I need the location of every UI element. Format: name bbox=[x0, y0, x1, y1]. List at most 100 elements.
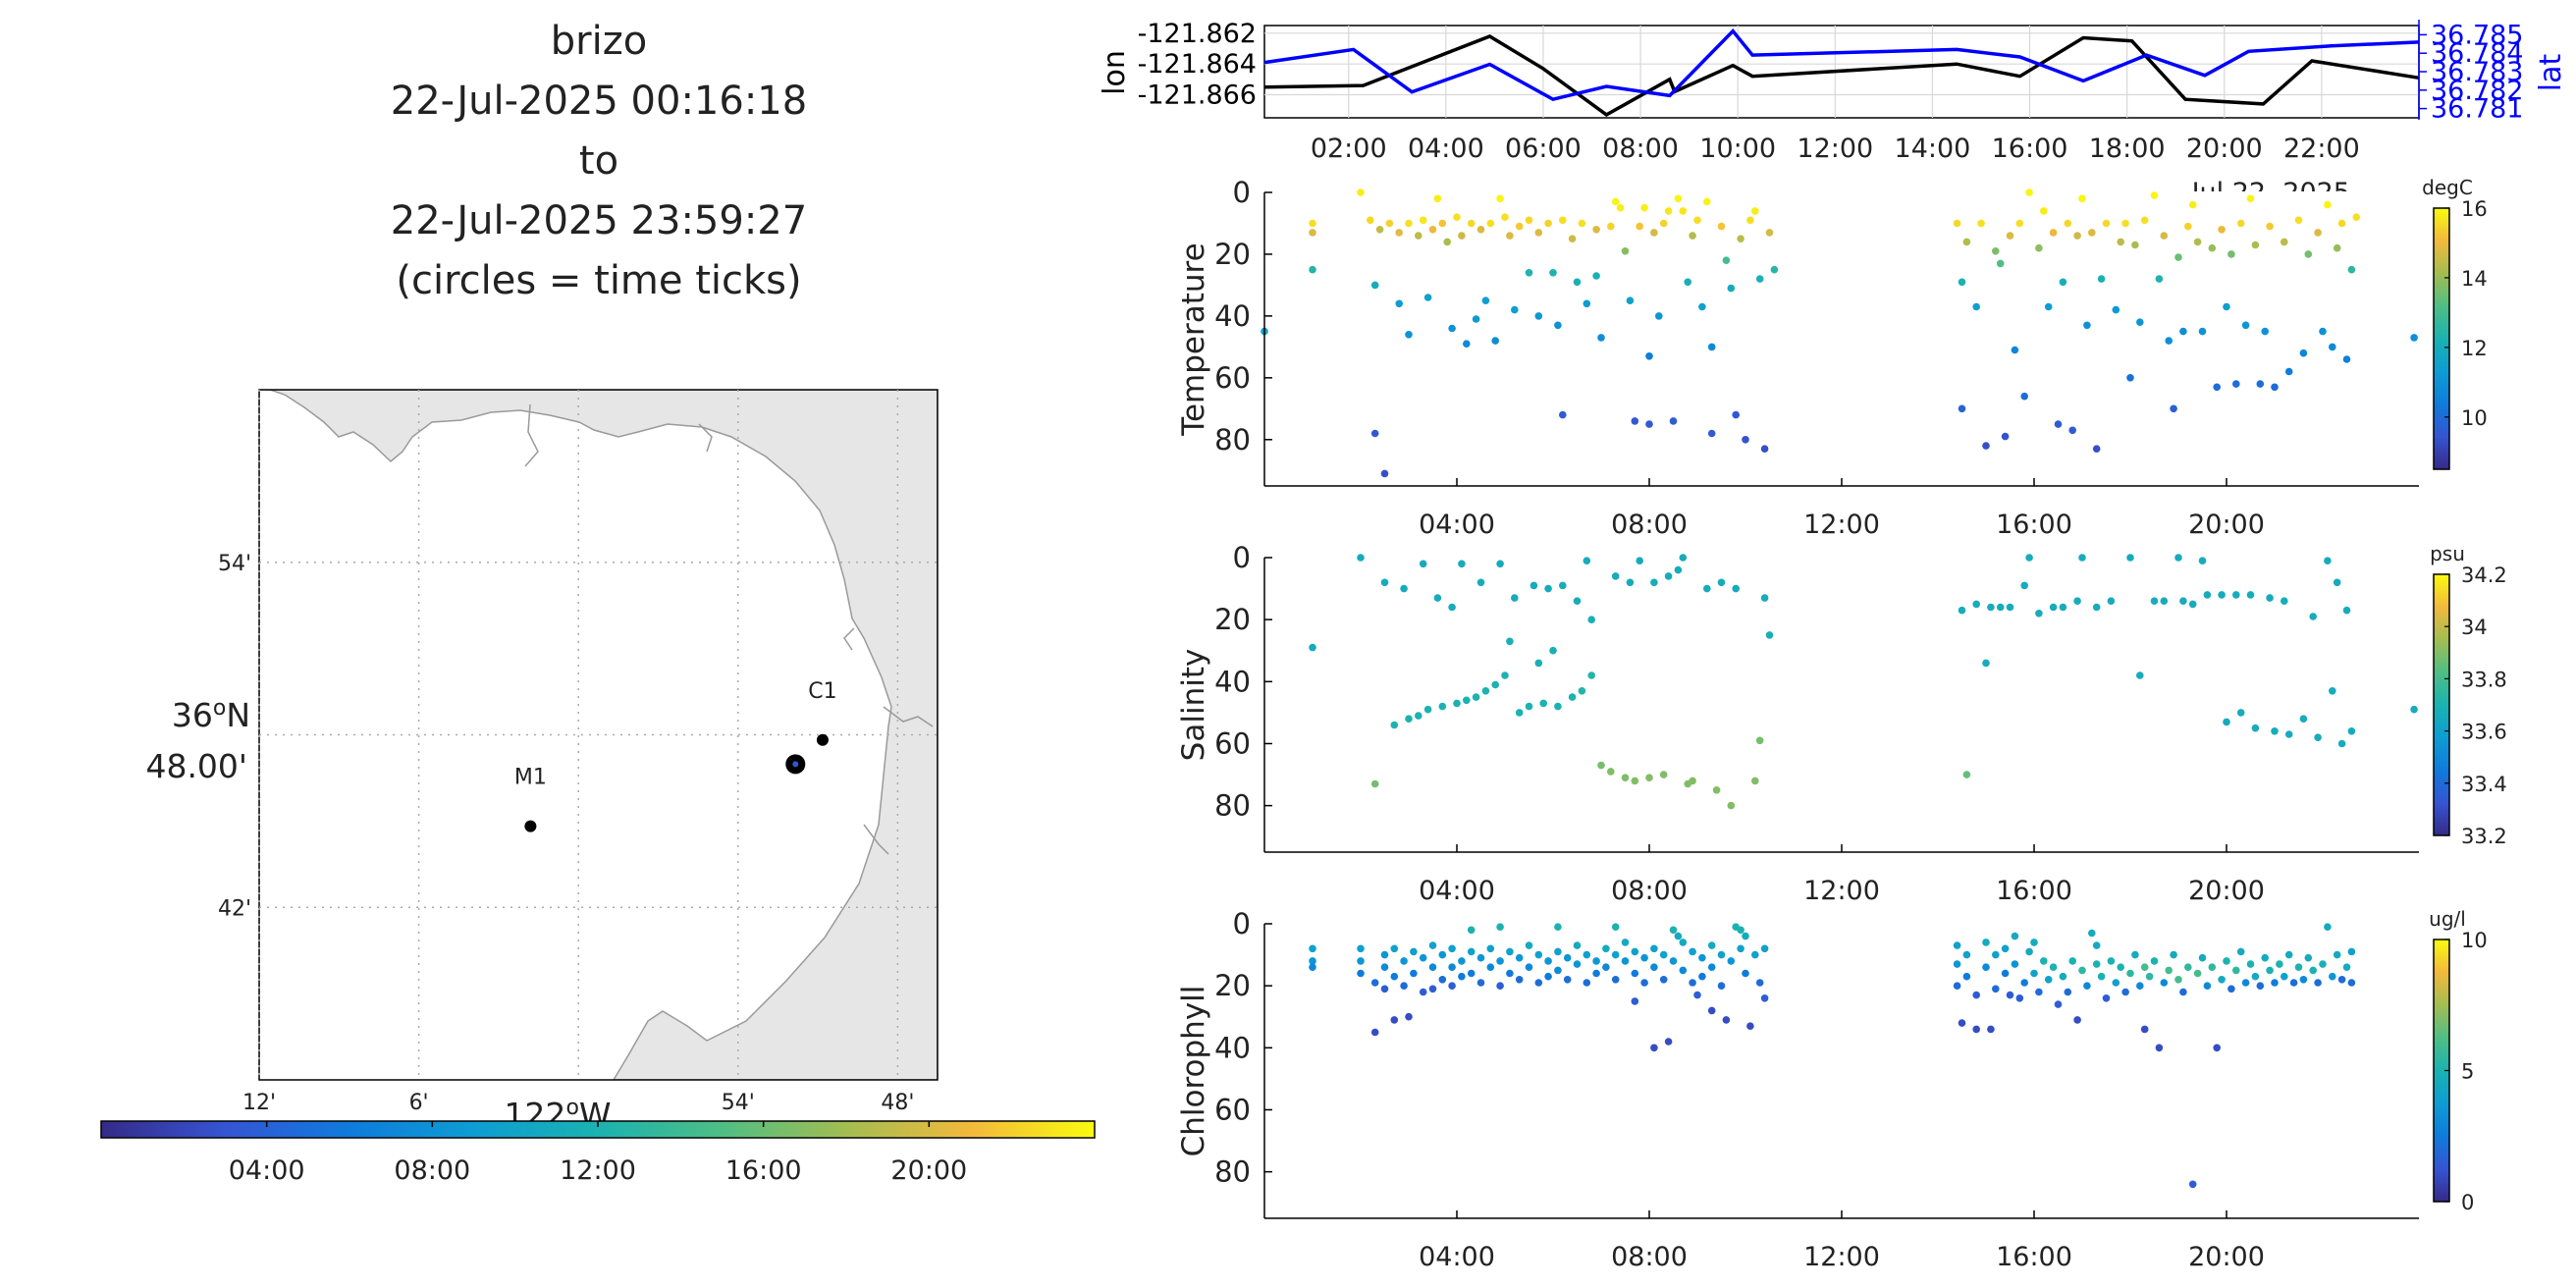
salinity-point bbox=[1631, 777, 1639, 785]
temperature-point bbox=[1977, 219, 1985, 228]
temperature-point bbox=[2236, 219, 2245, 228]
temperature-point bbox=[2246, 194, 2255, 203]
chlorophyll-point bbox=[1390, 1016, 1399, 1024]
chlorophyll-point bbox=[2117, 963, 2124, 971]
temperature-y-tick-label: 20 bbox=[1214, 238, 1251, 271]
chlorophyll-point bbox=[1309, 963, 1316, 971]
salinity-point bbox=[2049, 603, 2058, 612]
chlorophyll-point bbox=[1669, 926, 1678, 935]
chlorophyll-point bbox=[1563, 953, 1572, 962]
temperature-point bbox=[2121, 219, 2129, 228]
salinity-point bbox=[1597, 761, 1605, 770]
salinity-point bbox=[2246, 591, 2255, 599]
figure-title: brizo 22-Jul-2025 00:16:18 to 22-Jul-202… bbox=[324, 12, 874, 311]
chlorophyll-point bbox=[2271, 979, 2279, 987]
chlorophyll-point bbox=[2227, 985, 2235, 993]
salinity-point bbox=[1433, 594, 1442, 602]
salinity-panel: 0 20 40 60 80 04:00 08:00 12:00 16:00 20:00 Salini… bbox=[1176, 541, 2507, 906]
chlorophyll-point bbox=[1428, 985, 1437, 993]
lon-lat-x-tick-label: 14:00 bbox=[1895, 134, 1971, 164]
temperature-point bbox=[2281, 238, 2288, 246]
map-ylabel-min: 48.00' bbox=[145, 747, 247, 785]
temperature-point bbox=[2337, 219, 2346, 228]
salinity-point bbox=[2324, 557, 2332, 564]
temperature-point bbox=[2198, 327, 2207, 336]
title-line-caption: (circles = time ticks) bbox=[396, 258, 802, 303]
chlorophyll-point bbox=[2011, 932, 2019, 940]
temperature-point bbox=[2284, 367, 2293, 376]
temperature-point bbox=[1559, 410, 1567, 419]
temperature-point bbox=[1621, 247, 1630, 255]
temperature-point bbox=[1679, 207, 1688, 215]
temperature-point bbox=[1953, 219, 1961, 228]
chlorophyll-point bbox=[2256, 982, 2265, 990]
salinity-point bbox=[2020, 581, 2028, 590]
temperature-point bbox=[2126, 374, 2134, 382]
salinity-point bbox=[1463, 696, 1471, 705]
temperature-point bbox=[2208, 243, 2217, 252]
chlorophyll-point bbox=[2276, 960, 2283, 968]
temperature-point bbox=[1501, 213, 1509, 221]
salinity-point bbox=[1583, 557, 1591, 564]
chlorophyll-point bbox=[2040, 957, 2048, 965]
chlorophyll-point bbox=[1698, 972, 1706, 981]
chlorophyll-point bbox=[2314, 979, 2322, 987]
chlorophyll-point bbox=[1664, 1038, 1673, 1046]
chlorophyll-point bbox=[2049, 963, 2058, 971]
chlorophyll-point bbox=[2025, 947, 2033, 956]
chlorophyll-point bbox=[1602, 963, 1610, 971]
temperature-point bbox=[1645, 420, 1653, 428]
temperature-point bbox=[2256, 380, 2265, 388]
salinity-point bbox=[2025, 554, 2033, 562]
salinity-point bbox=[1419, 560, 1427, 568]
temperature-point bbox=[1309, 219, 1316, 228]
time-colorbar-tick-label: 12:00 bbox=[560, 1155, 636, 1186]
salinity-point bbox=[1453, 699, 1461, 708]
temperature-point bbox=[2165, 337, 2173, 345]
salinity-point bbox=[1559, 581, 1567, 590]
salinity-point bbox=[1587, 671, 1595, 679]
temperature-point bbox=[2131, 241, 2139, 249]
salinity-point bbox=[1554, 702, 1562, 711]
temperature-point bbox=[2347, 265, 2356, 274]
map-marks: M1 C1 bbox=[514, 679, 837, 832]
temperature-colorbar bbox=[2433, 207, 2450, 470]
salinity-point bbox=[1587, 616, 1595, 623]
temperature-point bbox=[1367, 216, 1374, 225]
chlorophyll-point bbox=[1370, 1028, 1379, 1037]
temperature-point bbox=[1703, 197, 1711, 206]
chlorophyll-point bbox=[1496, 982, 1504, 990]
chlorophyll-point bbox=[1525, 941, 1533, 949]
chlorophyll-point bbox=[1602, 944, 1610, 953]
temperature-point bbox=[1659, 219, 1668, 228]
salinity-point bbox=[1423, 705, 1432, 714]
chlorophyll-point bbox=[2102, 994, 2111, 1002]
map-ylabel-deg: 36oN bbox=[172, 696, 250, 734]
temperature-point bbox=[1972, 302, 1980, 311]
time-colorbar-tick-label: 16:00 bbox=[725, 1155, 802, 1186]
salinity-point bbox=[2073, 597, 2081, 605]
chlorophyll-point bbox=[1544, 957, 1552, 965]
temperature-point bbox=[1419, 216, 1427, 225]
chlorophyll-point bbox=[2261, 953, 2269, 962]
chlorophyll-point bbox=[2309, 966, 2317, 975]
chlorophyll-point bbox=[2015, 994, 2024, 1002]
chlorophyll-point bbox=[1611, 950, 1620, 959]
salinity-point bbox=[2337, 739, 2346, 748]
chlorophyll-point bbox=[1611, 923, 1620, 931]
chlorophyll-point bbox=[1958, 1019, 1966, 1027]
temperature-axes-bg bbox=[1264, 192, 2419, 486]
chlorophyll-point bbox=[2140, 1025, 2149, 1034]
chlorophyll-x-tick-label: 08:00 bbox=[1611, 1242, 1688, 1272]
temperature-point bbox=[1722, 256, 1731, 265]
temperature-point bbox=[2218, 226, 2226, 234]
salinity-point bbox=[2299, 715, 2308, 723]
chlorophyll-point bbox=[1554, 966, 1562, 975]
salinity-point bbox=[1760, 594, 1769, 602]
chlorophyll-point bbox=[1737, 926, 1744, 935]
salinity-point bbox=[2188, 600, 2197, 609]
chlorophyll-point bbox=[1506, 947, 1514, 956]
temperature-point bbox=[2044, 302, 2053, 311]
temperature-point bbox=[2068, 426, 2076, 435]
temperature-point bbox=[2193, 238, 2202, 246]
